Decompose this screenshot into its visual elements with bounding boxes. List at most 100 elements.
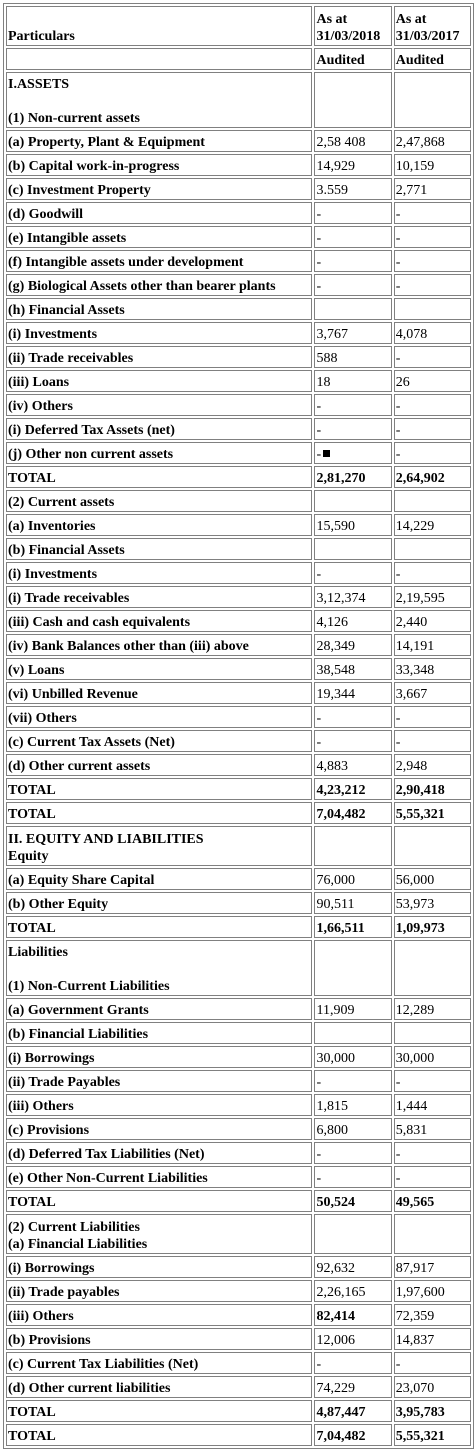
cell-value: - [395, 351, 401, 366]
col-2018-header-line1: As at [316, 12, 348, 27]
row-label-line: I.ASSETS [8, 77, 70, 92]
row-label-line: TOTAL [8, 471, 56, 486]
value-2017 [393, 826, 471, 866]
row-label-line: (v) Loans [8, 663, 65, 678]
row-label-line: (h) Financial Assets [8, 303, 125, 318]
table-row: TOTAL 2,81,270 2,64,902 [6, 466, 471, 488]
table-row: (a) Government Grants 11,909 12,289 [6, 998, 471, 1020]
value-2018: - [314, 274, 392, 296]
value-2017: 53,973 [393, 892, 471, 914]
cell-value: 50,524 [316, 1195, 355, 1210]
cell-value: 30,000 [316, 1051, 355, 1066]
table-row: (c) Provisions 6,800 5,831 [6, 1118, 471, 1140]
value-2018: 38,548 [314, 658, 392, 680]
table-row: (ii) Trade Payables - - [6, 1070, 471, 1092]
cell-value: 4,87,447 [316, 1405, 366, 1420]
cell-value: 28,349 [316, 639, 355, 654]
value-2017: - [393, 706, 471, 728]
table-row: (iv) Bank Balances other than (iii) abov… [6, 634, 471, 656]
cell-value: - [395, 255, 401, 270]
value-2018: - [314, 226, 392, 248]
row-label: (iv) Bank Balances other than (iii) abov… [6, 634, 313, 656]
row-label: (a) Property, Plant & Equipment [6, 130, 313, 152]
cell-value: 2,64,902 [395, 471, 445, 486]
cell-value: 3.559 [316, 183, 348, 198]
row-label-line: (c) Current Tax Liabilities (Net) [8, 1357, 199, 1372]
row-label: (i) Deferred Tax Assets (net) [6, 418, 313, 440]
cell-value: - [316, 711, 322, 726]
value-2018: 6,800 [314, 1118, 392, 1140]
table-row: (2) Current assets [6, 490, 471, 512]
row-label-line: (d) Goodwill [8, 207, 84, 222]
row-label: (f) Intangible assets under development [6, 250, 313, 272]
cell-value: 2,58 408 [316, 135, 366, 150]
table-row: (e) Other Non-Current Liabilities - - [6, 1166, 471, 1188]
row-label-line: (b) Capital work-in-progress [8, 159, 180, 174]
value-2018: 2,81,270 [314, 466, 392, 488]
row-label: TOTAL [6, 916, 313, 938]
value-2017 [393, 490, 471, 512]
value-2017: 30,000 [393, 1046, 471, 1068]
table-row: (d) Goodwill - - [6, 202, 471, 224]
cell-value: - [316, 255, 322, 270]
value-2017: 26 [393, 370, 471, 392]
col-2017-header-line1: As at [395, 12, 427, 27]
row-label-line: (b) Financial Assets [8, 543, 125, 558]
row-label-line: TOTAL [8, 921, 56, 936]
cell-value: - [316, 1357, 322, 1372]
cell-value: - [316, 447, 322, 462]
value-2018: 7,04,482 [314, 802, 392, 824]
table-row: TOTAL 4,87,447 3,95,783 [6, 1400, 471, 1422]
cell-value: 2,440 [395, 615, 428, 630]
value-2018: 3,12,374 [314, 586, 392, 608]
cell-value: 23,070 [395, 1381, 435, 1396]
cell-value: 5,55,321 [395, 807, 445, 822]
row-label: (a) Inventories [6, 514, 313, 536]
cell-value: 7,04,482 [316, 1429, 366, 1444]
cell-value: 5,831 [395, 1123, 428, 1138]
cell-value: 26 [395, 375, 410, 390]
value-2017 [393, 72, 471, 128]
cell-value: 3,95,783 [395, 1405, 445, 1420]
cell-value: - [395, 423, 401, 438]
table-row: (i) Investments - - [6, 562, 471, 584]
row-label-line: II. EQUITY AND LIABILITIES [8, 832, 204, 847]
table-row: (d) Other current liabilities 74,229 23,07… [6, 1376, 471, 1398]
square-mark-icon [323, 450, 331, 457]
value-2018: - [314, 1070, 392, 1092]
value-2017: 2,440 [393, 610, 471, 632]
row-label-line: (d) Other current assets [8, 759, 151, 774]
row-label: (2) Current assets [6, 490, 313, 512]
table-row: Liabilities (1) Non-Current Liabilities [6, 940, 471, 996]
cell-value: 4,23,212 [316, 783, 366, 798]
value-2018 [314, 940, 392, 996]
cell-value: 12,006 [316, 1333, 355, 1348]
row-label-line: TOTAL [8, 783, 56, 798]
value-2017: 2,47,868 [393, 130, 471, 152]
value-2018: 19,344 [314, 682, 392, 704]
value-2017: 5,55,321 [393, 1424, 471, 1446]
cell-value: - [395, 399, 401, 414]
table-row: (d) Deferred Tax Liabilities (Net) - - [6, 1142, 471, 1164]
row-label-line: (1) Non-Current Liabilities [8, 979, 170, 994]
value-2017: 12,289 [393, 998, 471, 1020]
value-2018: - [314, 1142, 392, 1164]
row-label-line: (d) Other current liabilities [8, 1381, 171, 1396]
row-label: (c) Investment Property [6, 178, 313, 200]
cell-value: 5,55,321 [395, 1429, 445, 1444]
value-2018 [314, 826, 392, 866]
value-2018: - [314, 706, 392, 728]
row-label: (vi) Unbilled Revenue [6, 682, 313, 704]
cell-value: - [395, 711, 401, 726]
value-2017: 2,771 [393, 178, 471, 200]
cell-value: 2,19,595 [395, 591, 445, 606]
table-row: (2) Current Liabilities (a) Financial Lia… [6, 1214, 471, 1254]
value-2017: - [393, 1070, 471, 1092]
row-label: (e) Other Non-Current Liabilities [6, 1166, 313, 1188]
table-row: TOTAL 4,23,212 2,90,418 [6, 778, 471, 800]
value-2018: 12,006 [314, 1328, 392, 1350]
row-label-line: (a) Financial Liabilities [8, 1237, 148, 1252]
row-label: (c) Provisions [6, 1118, 313, 1140]
table-row: (iii) Loans 18 26 [6, 370, 471, 392]
table-row: (e) Intangible assets - - [6, 226, 471, 248]
